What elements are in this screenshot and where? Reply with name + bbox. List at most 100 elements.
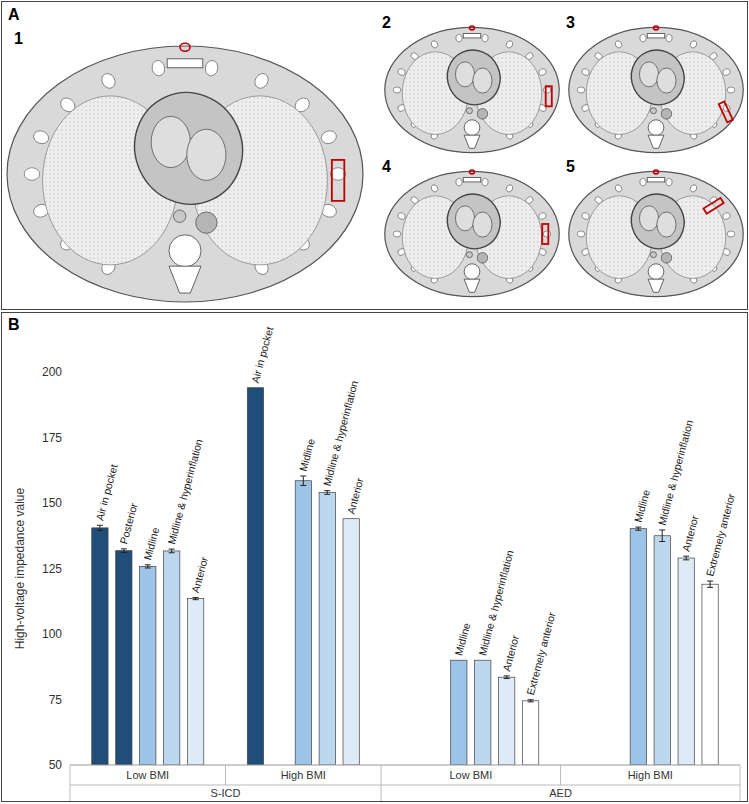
heart-chamber bbox=[187, 129, 226, 180]
bar-category-label: Anterior bbox=[500, 633, 521, 672]
rib bbox=[455, 178, 462, 186]
bar-category-label: Midline & hyperinflation bbox=[165, 438, 205, 546]
heart-chamber bbox=[657, 212, 676, 237]
lateral-electrode bbox=[332, 160, 344, 201]
heart bbox=[622, 41, 693, 113]
spinous-process bbox=[464, 135, 480, 148]
heart-chamber bbox=[639, 206, 658, 231]
view-number: 2 bbox=[382, 14, 391, 31]
body-outline bbox=[569, 171, 743, 296]
bar-category-label: Extremely anterior bbox=[703, 492, 737, 578]
aorta bbox=[661, 109, 671, 119]
rib bbox=[505, 184, 514, 194]
sternum bbox=[463, 178, 480, 182]
error-bar bbox=[528, 700, 534, 702]
lateral-electrode bbox=[546, 86, 552, 106]
body-outline bbox=[385, 27, 559, 152]
aorta bbox=[196, 212, 217, 233]
rib bbox=[397, 212, 406, 220]
bar-category-label: Midline bbox=[452, 621, 472, 656]
heart-chamber bbox=[473, 68, 492, 93]
view-number: 3 bbox=[566, 14, 575, 31]
subgroup-label: Low BMI bbox=[126, 769, 169, 781]
subgroup-separator bbox=[740, 765, 741, 801]
sternum bbox=[463, 34, 480, 38]
rib bbox=[722, 68, 731, 76]
rib bbox=[722, 212, 731, 220]
rib bbox=[665, 178, 672, 186]
bar bbox=[499, 677, 515, 765]
error-bar bbox=[193, 598, 199, 600]
category-axis: Low BMIHigh BMIS-ICDLow BMIHigh BMIAED bbox=[70, 765, 740, 801]
bar-category-label: Anterior bbox=[345, 476, 366, 515]
error-bar bbox=[300, 476, 306, 485]
bar-category-label: Midline & hyperinflation bbox=[321, 379, 361, 487]
bar bbox=[247, 388, 263, 765]
bars bbox=[92, 388, 718, 765]
rib bbox=[320, 129, 339, 146]
bar bbox=[451, 660, 467, 765]
bar bbox=[522, 701, 538, 765]
error-bar bbox=[145, 565, 151, 568]
y-tick-label: 50 bbox=[49, 758, 63, 772]
bar-category-label: Midline bbox=[297, 437, 317, 472]
panel-b-frame bbox=[2, 313, 748, 802]
sternum bbox=[647, 34, 664, 38]
esophagus bbox=[650, 108, 656, 114]
error-bar bbox=[635, 527, 641, 530]
heart bbox=[438, 41, 509, 113]
heart-chamber bbox=[639, 62, 658, 87]
heart-chamber bbox=[151, 116, 190, 167]
rib bbox=[430, 184, 439, 194]
rib bbox=[689, 184, 698, 194]
rib bbox=[614, 184, 623, 194]
rib bbox=[538, 212, 547, 220]
error-bar bbox=[707, 581, 713, 587]
subgroup-label: High BMI bbox=[628, 769, 673, 781]
rib bbox=[151, 59, 166, 76]
parasternal-electrode bbox=[654, 170, 659, 174]
bar bbox=[702, 584, 718, 765]
error-bar bbox=[504, 676, 510, 679]
panel-letter: B bbox=[8, 316, 20, 333]
rib bbox=[538, 68, 547, 76]
subgroup-separator bbox=[560, 765, 561, 785]
bar-category-label: Anterior bbox=[680, 514, 701, 553]
subgroup-label: Low BMI bbox=[449, 769, 492, 781]
thorax-view bbox=[385, 170, 559, 297]
rib bbox=[481, 34, 488, 42]
y-tick-label: 200 bbox=[42, 365, 62, 379]
bar bbox=[140, 566, 156, 765]
error-bar bbox=[683, 556, 689, 560]
bar bbox=[475, 660, 491, 765]
error-bar bbox=[324, 491, 330, 495]
rib bbox=[727, 87, 735, 93]
y-axis-title: High-voltage impedance value bbox=[13, 487, 27, 649]
esophagus bbox=[466, 108, 472, 114]
spinous-process bbox=[648, 135, 664, 148]
rib bbox=[252, 71, 270, 91]
bar-category-label: Extremely anterior bbox=[524, 610, 558, 696]
body-outline bbox=[385, 171, 559, 296]
rib bbox=[481, 178, 488, 186]
heart bbox=[116, 75, 260, 222]
y-tick-label: 75 bbox=[49, 693, 63, 707]
y-tick-label: 125 bbox=[42, 562, 62, 576]
rib bbox=[543, 231, 551, 237]
bar bbox=[116, 551, 132, 765]
body-outline bbox=[7, 46, 363, 302]
esophagus bbox=[173, 210, 185, 222]
rib bbox=[639, 34, 646, 42]
aorta bbox=[477, 109, 487, 119]
heart-chamber bbox=[657, 68, 676, 93]
heart bbox=[622, 185, 693, 257]
y-tick-label: 175 bbox=[42, 431, 62, 445]
bar bbox=[343, 519, 359, 765]
bar bbox=[92, 528, 108, 765]
rib bbox=[32, 129, 51, 146]
lateral-electrode bbox=[703, 198, 723, 214]
rib bbox=[204, 59, 219, 76]
y-tick-label: 100 bbox=[42, 627, 62, 641]
subgroup-separator bbox=[225, 765, 226, 785]
view-number: 5 bbox=[566, 158, 575, 175]
